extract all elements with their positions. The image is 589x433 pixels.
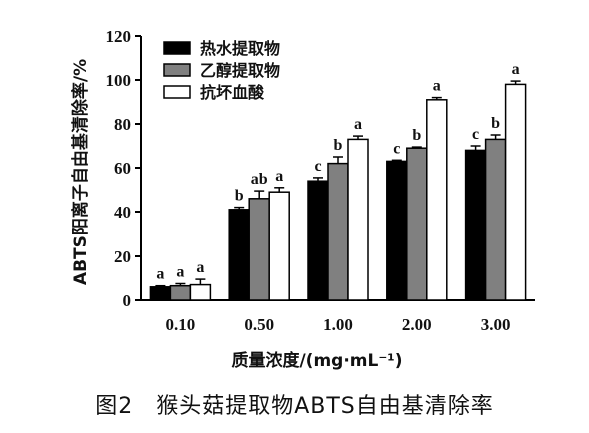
bar xyxy=(464,149,487,301)
data-label: b xyxy=(235,188,244,205)
data-label: a xyxy=(354,116,362,133)
data-label: a xyxy=(512,61,520,78)
bar xyxy=(327,162,349,301)
bars xyxy=(149,83,527,301)
bar xyxy=(386,160,408,301)
bar xyxy=(347,138,369,301)
bar xyxy=(228,209,250,301)
y-tick-label: 120 xyxy=(106,27,132,46)
legend-swatch xyxy=(163,85,191,99)
x-tick-label: 1.00 xyxy=(323,315,353,334)
data-label: b xyxy=(412,127,421,144)
bar xyxy=(406,147,428,301)
legend-swatch xyxy=(163,63,191,77)
y-axis-title-group: ABTS阳离子自由基清除率/% xyxy=(70,59,91,285)
legend-swatch xyxy=(163,41,191,55)
x-axis-title: 质量浓度/(mg·mL⁻¹) xyxy=(231,350,402,371)
y-axis-title: ABTS阳离子自由基清除率/% xyxy=(70,59,91,285)
bar xyxy=(268,191,290,301)
legend-label: 热水提取物 xyxy=(200,39,280,58)
legend-label: 抗坏血酸 xyxy=(200,83,265,102)
bar xyxy=(484,138,507,301)
bar xyxy=(169,284,192,301)
y-tick-label: 0 xyxy=(123,291,132,310)
bar-chart: ABTS阳离子自由基清除率/% 0 20 40 60 80 100 120 0.10 0.50 1… xyxy=(70,27,535,371)
data-label: a xyxy=(433,78,441,95)
data-label: ab xyxy=(251,171,268,188)
y-tick-label: 80 xyxy=(114,115,131,134)
data-label: a xyxy=(196,259,204,276)
bar xyxy=(189,283,212,301)
data-label: c xyxy=(393,140,400,157)
bar xyxy=(307,180,329,301)
x-tick-label: 2.00 xyxy=(402,315,432,334)
x-tick-label: 0.10 xyxy=(166,315,196,334)
bar xyxy=(149,286,172,301)
y-tick-label: 20 xyxy=(114,247,131,266)
bar xyxy=(504,83,527,301)
data-label: b xyxy=(334,137,343,154)
y-tick-label: 60 xyxy=(114,159,131,178)
bar xyxy=(248,198,270,301)
data-label: c xyxy=(472,126,479,143)
data-label: b xyxy=(491,115,500,132)
error-bars xyxy=(155,80,521,287)
bar xyxy=(426,99,448,301)
y-tick-label: 40 xyxy=(114,203,131,222)
legend-label: 乙醇提取物 xyxy=(200,61,280,80)
y-tick-label: 100 xyxy=(106,71,132,90)
data-label: c xyxy=(314,158,321,175)
axes: 0 20 40 60 80 100 120 0.10 0.50 1.00 2.00 3.00 xyxy=(106,27,535,334)
x-tick-label: 3.00 xyxy=(481,315,511,334)
x-tick-label: 0.50 xyxy=(244,315,274,334)
figure-caption: 图2 猴头菇提取物ABTS自由基清除率 xyxy=(95,394,494,419)
data-label: a xyxy=(176,264,184,281)
data-label: a xyxy=(275,168,283,185)
data-label: a xyxy=(156,266,164,283)
